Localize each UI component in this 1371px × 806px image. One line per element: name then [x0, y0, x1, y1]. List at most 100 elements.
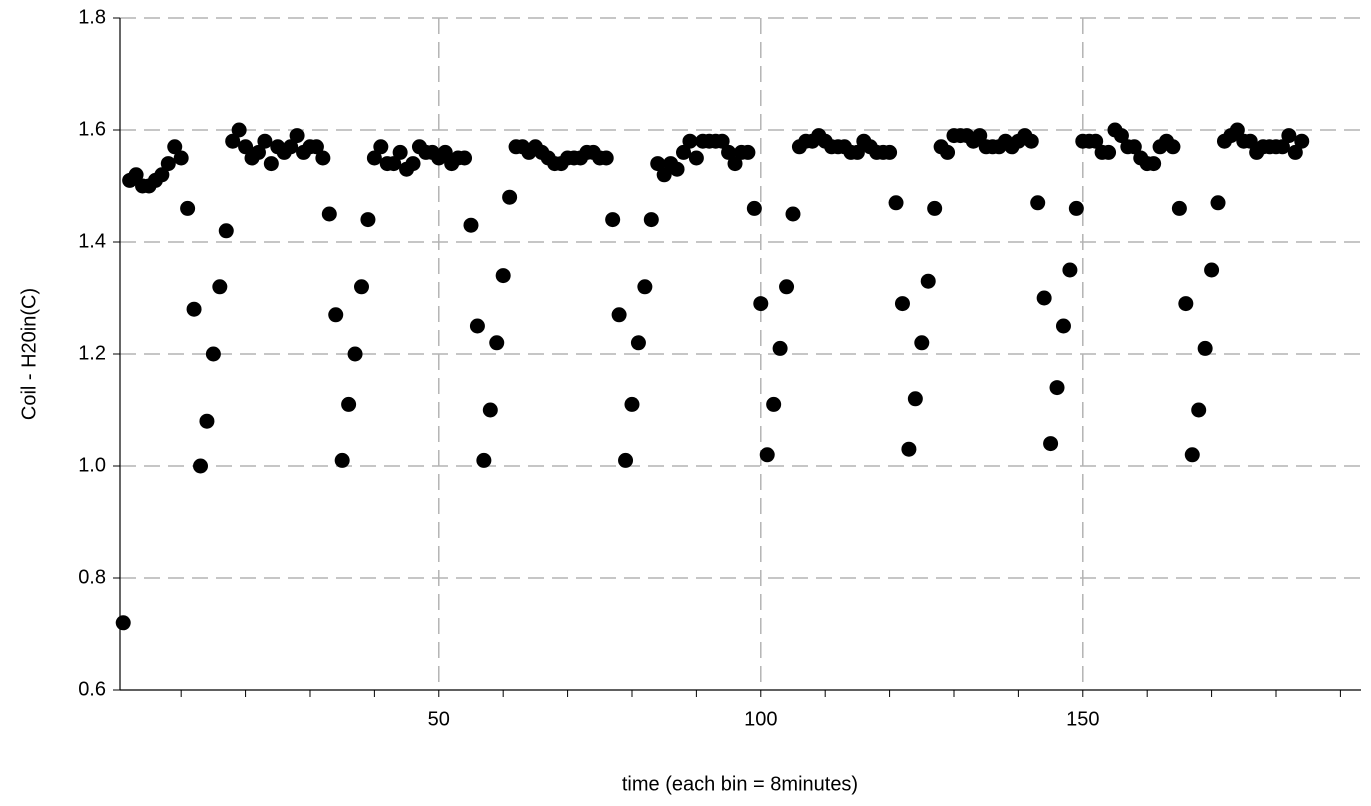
point [502, 189, 518, 205]
point [437, 144, 453, 160]
point [688, 150, 704, 166]
point [199, 413, 215, 429]
y-tick-label: 1.8 [78, 6, 106, 28]
point [907, 391, 923, 407]
point [669, 161, 685, 177]
point [263, 156, 279, 172]
point [940, 144, 956, 160]
y-tick-label: 1.4 [78, 230, 106, 252]
point [205, 346, 221, 362]
point [386, 156, 402, 172]
point [1197, 340, 1213, 356]
point [1043, 436, 1059, 452]
point [250, 144, 266, 160]
y-axis-label: Coil - H20in(C) [18, 288, 40, 420]
point [160, 156, 176, 172]
point [476, 452, 492, 468]
y-tick-label: 1.2 [78, 342, 106, 364]
point [605, 212, 621, 228]
point [1178, 296, 1194, 312]
point [1062, 262, 1078, 278]
point [785, 206, 801, 222]
point [1088, 133, 1104, 149]
point [766, 396, 782, 412]
point [225, 133, 241, 149]
point [167, 139, 183, 155]
point [894, 296, 910, 312]
point [469, 318, 485, 334]
y-tick-label: 0.8 [78, 566, 106, 588]
point [1146, 156, 1162, 172]
point [650, 156, 666, 172]
point [727, 156, 743, 172]
point [212, 279, 228, 295]
point [231, 122, 247, 138]
point [186, 301, 202, 317]
point [618, 452, 634, 468]
point [779, 279, 795, 295]
point [373, 139, 389, 155]
point [354, 279, 370, 295]
point [360, 212, 376, 228]
point [714, 133, 730, 149]
point [1191, 402, 1207, 418]
point [624, 396, 640, 412]
point [611, 307, 627, 323]
point [1242, 133, 1258, 149]
point [1294, 133, 1310, 149]
point [1204, 262, 1220, 278]
point [1068, 200, 1084, 216]
point [1171, 200, 1187, 216]
point [366, 150, 382, 166]
point [901, 441, 917, 457]
point [489, 335, 505, 351]
point [1165, 139, 1181, 155]
point [238, 139, 254, 155]
point [308, 139, 324, 155]
point [457, 150, 473, 166]
point [1281, 128, 1297, 144]
y-tick-label: 0.6 [78, 678, 106, 700]
point [1126, 139, 1142, 155]
point [1210, 195, 1226, 211]
point [759, 447, 775, 463]
point [1274, 139, 1290, 155]
point [180, 200, 196, 216]
point [740, 144, 756, 160]
point [1113, 128, 1129, 144]
point [321, 206, 337, 222]
point [1030, 195, 1046, 211]
point [746, 200, 762, 216]
point [656, 167, 672, 183]
y-tick-label: 1.6 [78, 118, 106, 140]
point [347, 346, 363, 362]
point [721, 144, 737, 160]
point [882, 144, 898, 160]
point [676, 144, 692, 160]
point [914, 335, 930, 351]
point [1036, 290, 1052, 306]
point [283, 139, 299, 155]
point [392, 144, 408, 160]
x-axis-label: time (each bin = 8minutes) [622, 773, 858, 795]
x-tick-label: 150 [1066, 708, 1099, 730]
x-tick-label: 50 [428, 708, 450, 730]
x-tick-label: 100 [744, 708, 777, 730]
point [598, 150, 614, 166]
point [888, 195, 904, 211]
point [128, 167, 144, 183]
point [289, 128, 305, 144]
point [1101, 144, 1117, 160]
point [315, 150, 331, 166]
point [927, 200, 943, 216]
point [753, 296, 769, 312]
point [173, 150, 189, 166]
point [682, 133, 698, 149]
point [630, 335, 646, 351]
point [1023, 133, 1039, 149]
point [463, 217, 479, 233]
point [849, 144, 865, 160]
point [341, 396, 357, 412]
point [115, 615, 131, 631]
